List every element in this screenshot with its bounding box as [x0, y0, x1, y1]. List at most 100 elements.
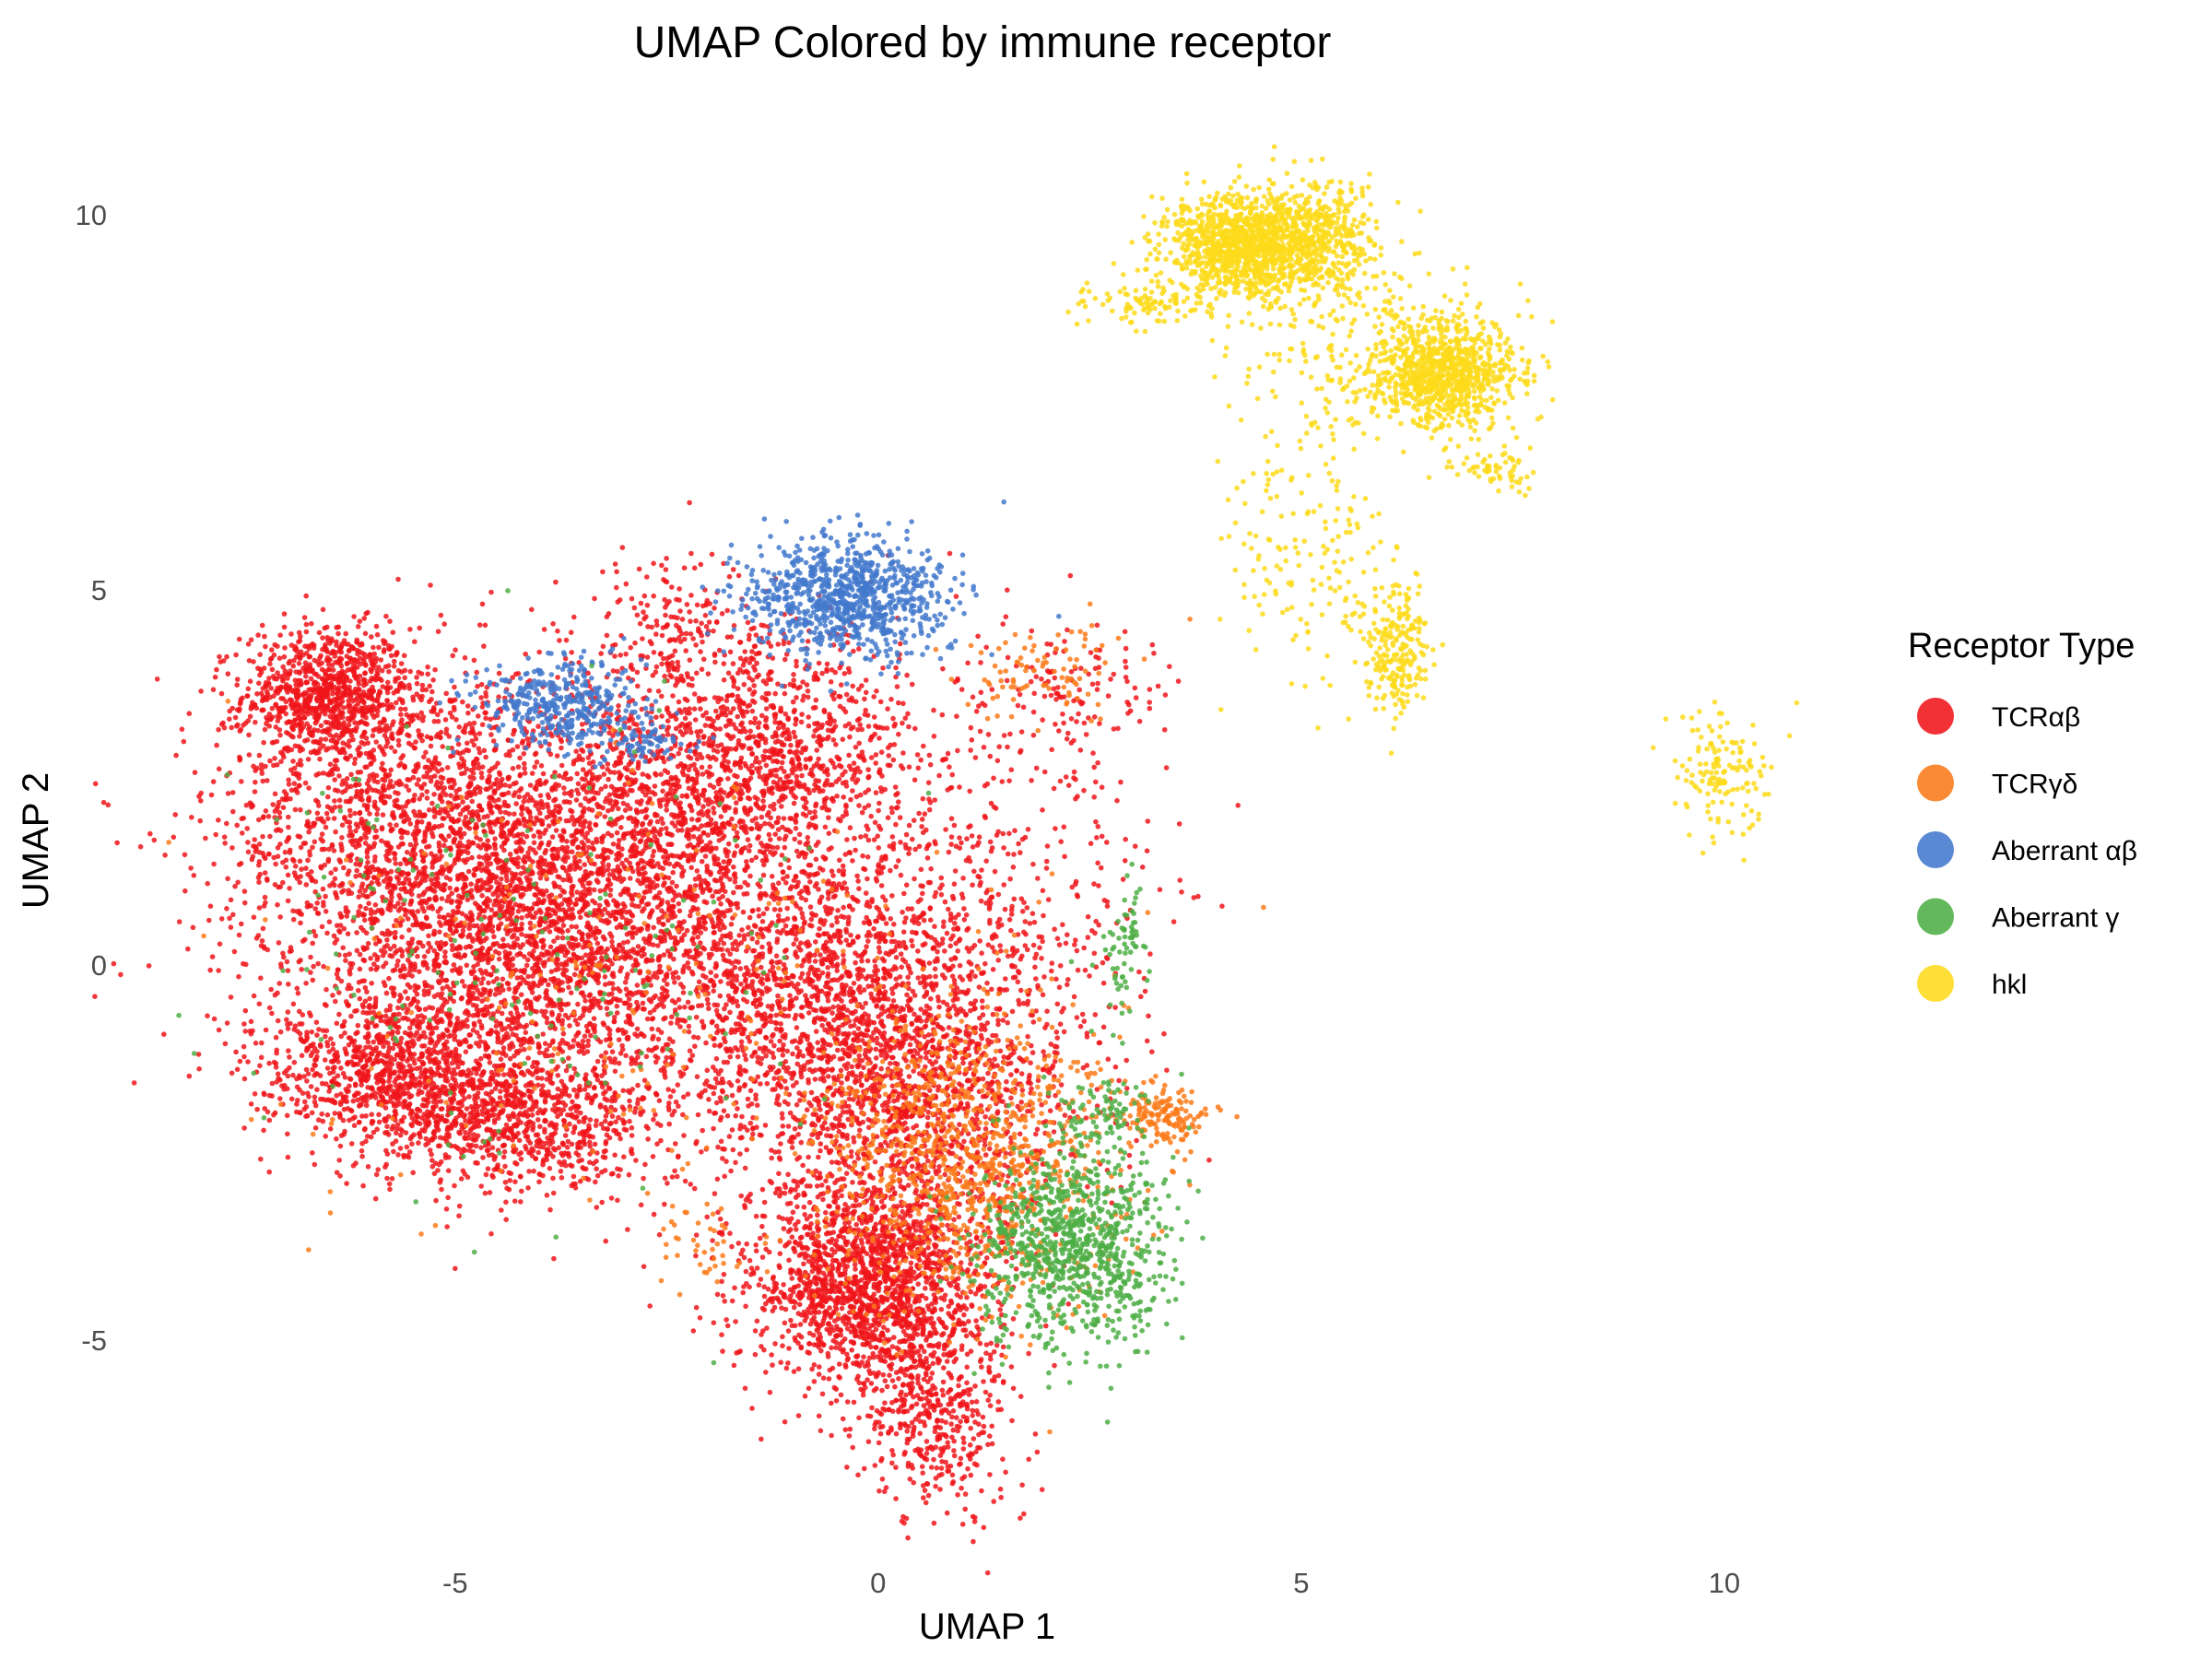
point — [341, 728, 347, 734]
point — [612, 799, 618, 805]
point — [495, 893, 501, 899]
point — [429, 865, 435, 870]
point — [265, 877, 270, 883]
point — [295, 833, 301, 839]
point — [625, 1227, 630, 1232]
point — [535, 724, 541, 729]
point — [186, 711, 193, 716]
point — [606, 992, 612, 997]
point — [546, 906, 552, 912]
point — [460, 932, 465, 937]
point — [420, 962, 427, 968]
point — [494, 940, 500, 947]
point — [384, 848, 391, 854]
point — [311, 963, 316, 970]
point — [440, 985, 446, 992]
point — [566, 1055, 571, 1061]
point — [466, 842, 472, 849]
point — [342, 816, 347, 821]
point — [286, 814, 291, 820]
point — [476, 813, 481, 819]
point — [302, 668, 308, 675]
point — [227, 915, 232, 922]
point — [278, 749, 284, 756]
point — [426, 933, 431, 939]
point — [321, 902, 326, 909]
point — [410, 909, 416, 914]
point — [486, 957, 491, 963]
point — [522, 794, 527, 800]
point — [342, 690, 348, 696]
point — [364, 989, 370, 994]
point — [242, 1007, 249, 1014]
point — [500, 987, 506, 993]
point — [442, 949, 448, 955]
point — [575, 1001, 581, 1007]
point — [589, 998, 594, 1005]
point — [431, 773, 438, 779]
point — [345, 715, 351, 722]
point — [631, 949, 638, 956]
point — [464, 794, 470, 801]
point — [359, 1002, 366, 1007]
point — [362, 630, 369, 637]
point — [555, 1016, 561, 1021]
point — [276, 809, 283, 816]
point — [266, 851, 272, 857]
point — [543, 827, 548, 833]
point — [417, 969, 422, 974]
point — [491, 934, 497, 940]
point — [240, 695, 245, 701]
point — [534, 815, 539, 821]
point — [305, 871, 311, 877]
point — [281, 624, 288, 630]
point — [436, 962, 442, 968]
point — [512, 926, 518, 933]
point — [357, 809, 363, 816]
point — [666, 1036, 673, 1041]
point — [277, 632, 283, 638]
point — [478, 771, 485, 776]
series-0-points — [92, 500, 1241, 1576]
point — [540, 805, 546, 810]
point — [267, 758, 273, 764]
point — [561, 889, 568, 895]
point — [386, 975, 392, 982]
point — [387, 618, 393, 624]
point — [478, 862, 485, 867]
point — [315, 960, 322, 967]
point — [398, 887, 405, 892]
point — [489, 928, 496, 935]
point — [451, 962, 457, 968]
point — [406, 740, 412, 747]
point — [571, 1173, 577, 1180]
point — [382, 960, 389, 966]
point — [228, 994, 234, 1000]
point — [368, 966, 374, 972]
point — [262, 726, 268, 733]
point — [518, 892, 524, 898]
point — [596, 928, 603, 935]
point — [411, 768, 417, 774]
point — [295, 688, 301, 694]
point — [591, 1016, 597, 1021]
point — [333, 866, 338, 872]
point — [410, 694, 416, 700]
point — [410, 774, 417, 781]
point — [511, 826, 516, 831]
point — [271, 652, 277, 658]
point — [327, 657, 333, 663]
point — [359, 698, 366, 704]
point — [245, 849, 252, 855]
point — [465, 710, 471, 716]
point — [362, 721, 368, 726]
point — [578, 892, 584, 898]
point — [483, 754, 488, 760]
point — [416, 893, 422, 899]
point — [688, 865, 694, 871]
point — [256, 850, 263, 855]
point — [419, 687, 426, 693]
point — [299, 967, 305, 972]
point — [416, 728, 421, 734]
point — [598, 909, 604, 914]
